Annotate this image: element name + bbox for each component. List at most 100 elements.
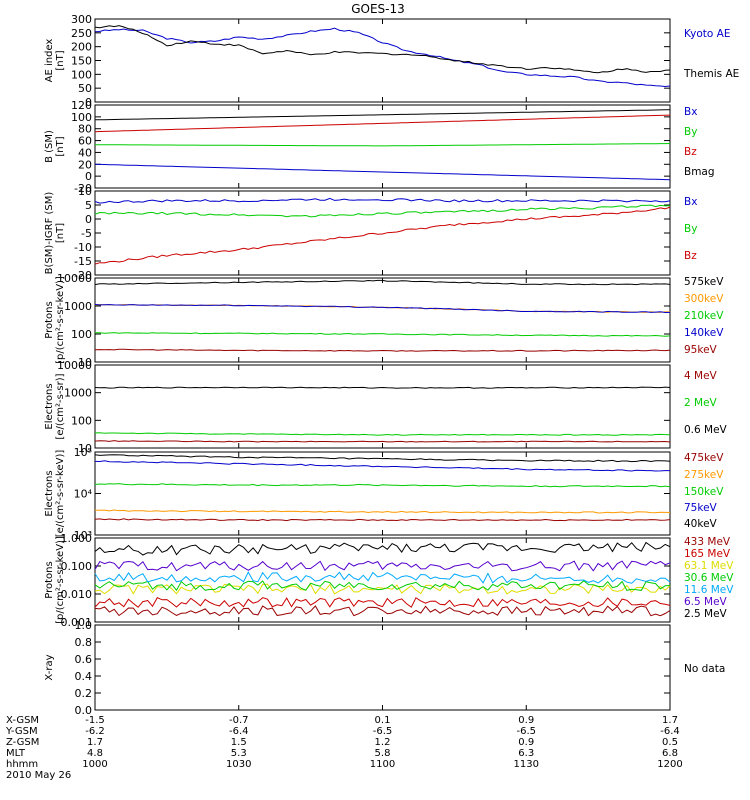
y-tick-label: 10000 xyxy=(57,359,92,372)
y-tick-label: -15 xyxy=(74,255,92,268)
y-axis-label: Protons xyxy=(44,301,55,338)
legend-entry: By xyxy=(684,126,697,138)
y-axis-label: [e/(cm²-s-sr)] xyxy=(55,373,66,439)
y-tick-label: 0.2 xyxy=(75,687,93,700)
series-line-bmag xyxy=(94,109,671,121)
y-tick-label: 5 xyxy=(85,199,92,212)
legend-entry: Themis AE xyxy=(683,68,739,80)
legend-entry: 6.5 MeV xyxy=(684,596,728,608)
legend-entry: 275keV xyxy=(684,469,724,481)
date-label: 2010 May 26 xyxy=(6,770,71,781)
x-tick-value: 1.5 xyxy=(231,737,247,748)
series-line-165-mev xyxy=(94,597,671,608)
x-tick-value: 1.7 xyxy=(87,737,103,748)
y-tick-label: 100 xyxy=(71,111,92,124)
y-axis-label: B(SM)-IGRF (SM) xyxy=(44,192,55,275)
y-axis-label: AE index xyxy=(44,39,55,83)
series-line-275kev xyxy=(94,509,671,514)
y-tick-label: 20 xyxy=(78,158,92,171)
panel-electrons_kev: 10⁵ 10⁴ 10³ Electrons [e/(cm²-s-sr-keV)] 475k… xyxy=(44,446,724,542)
y-tick-label: 10 xyxy=(78,442,92,455)
series-line-575kev xyxy=(94,279,671,286)
x-tick-value: 1200 xyxy=(657,759,682,770)
series-line-2.5-mev xyxy=(94,541,671,556)
x-tick-value: 1030 xyxy=(226,759,251,770)
y-tick-label: -10 xyxy=(74,241,92,254)
y-tick-label: 0 xyxy=(85,96,92,109)
y-tick-label: 1.000 xyxy=(61,532,93,545)
legend-entry: 165 MeV xyxy=(684,548,731,560)
series-line-by xyxy=(95,143,671,147)
panel-protons_low: 10000 1000 100 10 Protons [p/(cm²-s-sr-keV)] 5… xyxy=(44,272,724,369)
legend-entry: 11.6 MeV xyxy=(684,584,734,596)
x-tick-value: -6.4 xyxy=(660,726,680,737)
no-data-label: No data xyxy=(684,663,725,675)
x-tick-value: 1.7 xyxy=(662,715,678,726)
series-line-bx xyxy=(94,163,671,181)
series-line-433-mev xyxy=(94,605,671,617)
legend-entry: 300keV xyxy=(684,293,724,305)
y-tick-label: 50 xyxy=(78,82,92,95)
series-line-bx xyxy=(94,197,671,204)
legend-entry: Bx xyxy=(684,196,697,208)
y-tick-label: 120 xyxy=(71,99,92,112)
y-tick-label: -20 xyxy=(74,182,92,195)
y-axis-label: [e/(cm²-s-sr-keV)] xyxy=(55,450,66,538)
y-tick-label: 0 xyxy=(85,213,92,226)
x-row-label: MLT xyxy=(6,748,26,759)
x-tick-value: 6.3 xyxy=(518,748,534,759)
y-tick-label: 0.6 xyxy=(75,653,93,666)
panel-protons_high: 1.000 0.100 0.010 0.001 Protons [p/(cm²-s-sr-… xyxy=(44,532,734,629)
x-tick-value: 4.8 xyxy=(87,748,103,759)
y-tick-label: 10³ xyxy=(74,529,92,542)
y-tick-label: 100 xyxy=(71,414,92,427)
series-line-475kev xyxy=(94,518,671,522)
x-tick-value: 1000 xyxy=(82,759,107,770)
y-tick-label: 1000 xyxy=(64,300,92,313)
legend-entry: By xyxy=(684,223,697,235)
series-line-11.6-mev xyxy=(94,571,671,584)
y-tick-label: 150 xyxy=(71,55,92,68)
legend-entry: Bx xyxy=(684,106,697,118)
legend-entry: Kyoto AE xyxy=(684,28,730,40)
y-tick-label: 200 xyxy=(71,41,92,54)
x-tick-value: -1.5 xyxy=(85,715,105,726)
x-tick-value: 0.9 xyxy=(518,737,534,748)
series-line-150kev xyxy=(94,483,671,488)
x-axis-table: X-GSMY-GSMZ-GSMMLThhmm-1.5-6.21.74.81000… xyxy=(5,715,683,781)
legend-entry: 75keV xyxy=(684,502,718,514)
y-tick-label: 100 xyxy=(71,68,92,81)
legend-entry: Bmag xyxy=(684,166,715,178)
legend-entry: 30.6 MeV xyxy=(684,572,734,584)
legend-entry: 140keV xyxy=(684,327,724,339)
y-axis-label: [p/(cm²-s-sr-keV)] xyxy=(55,536,66,624)
y-tick-label: 0.010 xyxy=(61,588,93,601)
legend-entry: 40keV xyxy=(684,518,718,530)
series-line-by xyxy=(94,204,671,218)
plot-title: GOES-13 xyxy=(351,2,405,16)
x-row-label: X-GSM xyxy=(6,715,39,726)
y-tick-label: 0.8 xyxy=(75,636,93,649)
y-axis-label: [nT] xyxy=(55,136,66,156)
legend-entry: 475keV xyxy=(684,452,724,464)
y-tick-label: 80 xyxy=(78,123,92,136)
x-tick-value: 5.3 xyxy=(231,748,247,759)
y-axis-label: Electrons xyxy=(44,470,55,516)
y-tick-label: -20 xyxy=(74,269,92,282)
panel-frame xyxy=(94,624,671,711)
y-tick-label: 10⁴ xyxy=(74,488,93,501)
legend-entry: 2.5 MeV xyxy=(684,608,728,620)
y-tick-label: 1.0 xyxy=(75,619,93,632)
legend-entry: 210keV xyxy=(684,310,724,322)
y-tick-label: 10 xyxy=(78,185,92,198)
y-tick-label: 10000 xyxy=(57,272,92,285)
x-tick-value: 1.2 xyxy=(375,737,391,748)
panel-frame xyxy=(94,18,671,103)
x-row-label: Z-GSM xyxy=(6,737,39,748)
legend-entry: 575keV xyxy=(684,276,724,288)
legend-entry: 433 MeV xyxy=(684,536,731,548)
